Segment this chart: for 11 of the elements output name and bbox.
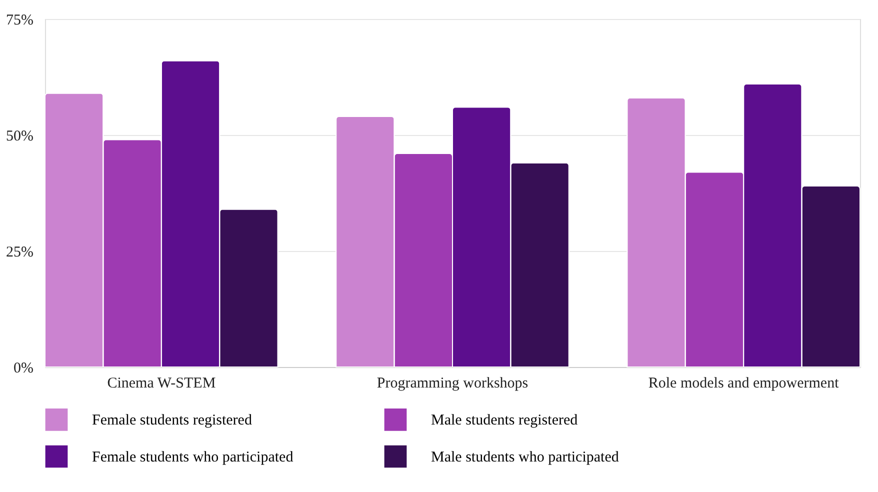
y-tick-label: 50%: [6, 128, 34, 144]
legend-label: Male students registered: [431, 412, 578, 429]
x-tick-label: Programming workshops: [376, 376, 528, 392]
legend-label: Female students who participated: [92, 450, 294, 466]
x-tick-label: Cinema W-STEM: [107, 376, 216, 392]
y-tick-label: 0%: [14, 360, 34, 376]
y-tick-label: 75%: [6, 12, 34, 28]
y-tick-label: 25%: [6, 244, 34, 260]
legend-label: Female students registered: [92, 412, 252, 429]
x-tick-label: Role models and empowerment: [648, 376, 840, 392]
legend-label: Male students who participated: [431, 450, 620, 466]
